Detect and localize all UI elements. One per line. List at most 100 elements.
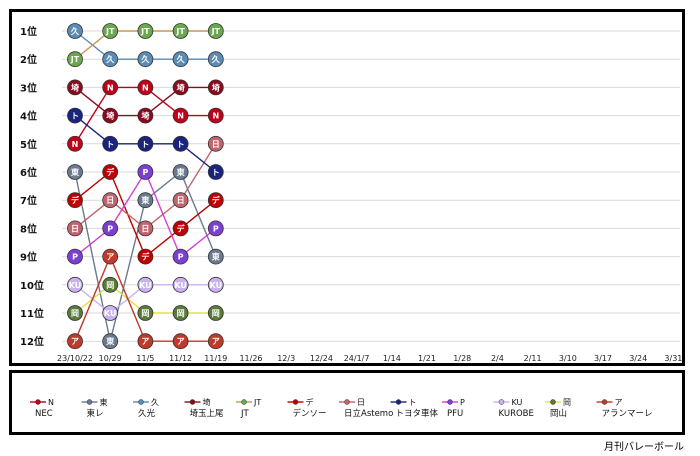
marker-label: KU [139, 281, 152, 290]
series-marker [172, 107, 189, 124]
series-marker [207, 79, 224, 96]
legend-name: デンソー [293, 408, 327, 419]
rank-label: 5位 [20, 138, 37, 151]
marker-label: 東 [212, 252, 220, 262]
series-marker [207, 23, 224, 39]
series-marker [67, 135, 83, 152]
legend-name: 埼玉上尾 [190, 408, 225, 419]
marker-label: 東 [71, 167, 79, 177]
date-label: 3/31 [664, 354, 682, 363]
rank-label: 2位 [20, 53, 37, 66]
marker-label: 久 [140, 54, 150, 64]
marker-label: ア [177, 337, 185, 346]
marker-label: 岡 [106, 281, 114, 290]
marker-label: JT [211, 27, 221, 36]
marker-label: 日 [177, 196, 185, 205]
series-marker [172, 305, 189, 321]
date-label: 10/29 [99, 354, 122, 363]
date-label: 2/11 [524, 354, 542, 363]
y-axis-labels: 1位 2位 3位 4位 5位 6位 7位 8位 9位 10位 11位 12位 [20, 25, 44, 348]
legend-marker [292, 399, 299, 405]
series-marker [102, 192, 119, 209]
date-label: 11/12 [169, 354, 192, 363]
series-marker [172, 79, 189, 96]
series-marker [137, 79, 154, 96]
rank-label: 7位 [20, 194, 37, 207]
series-marker [137, 305, 154, 321]
legend-marker [498, 399, 505, 405]
legend-name: JT [240, 409, 250, 419]
marker-label: JT [70, 55, 80, 64]
marker-label: ト [106, 140, 114, 149]
date-label: 3/24 [629, 354, 647, 363]
legend-name: トヨタ車体 [396, 408, 439, 419]
legend-code: N [48, 398, 54, 407]
marker-label: デ [141, 252, 150, 262]
legend-marker [601, 399, 608, 405]
series-marker [207, 135, 224, 152]
series-lines [74, 30, 217, 342]
marker-label: 岡 [177, 309, 185, 318]
marker-label: ト [71, 112, 79, 121]
legend-name: PFU [447, 409, 463, 419]
series-marker [207, 220, 224, 237]
marker-label: 日 [71, 224, 79, 233]
date-label: 11/5 [136, 354, 154, 363]
rank-label: 4位 [20, 110, 37, 123]
marker-label: JT [105, 27, 115, 36]
marker-label: ア [212, 337, 220, 346]
marker-label: P [72, 253, 78, 262]
series-marker [207, 276, 224, 293]
legend-code: 東 [100, 397, 108, 407]
marker-label: デ [177, 223, 186, 233]
date-label: 12/3 [277, 354, 295, 363]
date-label: 11/19 [204, 354, 227, 363]
marker-label: 埼 [212, 82, 220, 92]
series-marker [67, 164, 83, 180]
series-marker [207, 305, 224, 321]
series-marker [67, 107, 83, 124]
legend-code: JT [253, 398, 261, 407]
series-line [74, 170, 217, 258]
series-marker [172, 333, 189, 350]
rank-label: 9位 [20, 251, 37, 264]
legend-name: 東レ [87, 408, 104, 419]
series-marker [172, 276, 189, 293]
legend-code: 久 [151, 397, 159, 407]
x-axis-labels: 23/10/22 10/29 11/5 11/12 11/19 11/26 12/3 12/2… [57, 354, 682, 363]
legend-name: 岡山 [550, 408, 567, 419]
marker-label: N [72, 140, 79, 149]
marker-label: 久 [211, 54, 221, 64]
marker-label: KU [174, 281, 187, 290]
marker-label: KU [69, 281, 82, 290]
series-marker [67, 220, 83, 237]
marker-label: 久 [105, 54, 115, 64]
marker-label: 東 [177, 167, 185, 177]
marker-label: 日 [212, 140, 220, 149]
series-marker [67, 276, 83, 293]
legend-name: NEC [35, 409, 53, 419]
marker-label: ア [106, 253, 114, 262]
series-marker [207, 164, 224, 180]
series-marker [172, 51, 189, 68]
date-label: 12/24 [310, 354, 333, 363]
rank-label: 3位 [20, 81, 37, 94]
marker-label: N [107, 83, 114, 92]
marker-label: 日 [141, 224, 149, 233]
series-marker [172, 220, 189, 237]
date-label: 1/14 [383, 354, 401, 363]
source-credit: 月刊バレーボール [604, 442, 684, 453]
rank-label: 10位 [20, 279, 44, 292]
series-marker [67, 333, 83, 350]
series-marker [102, 276, 119, 293]
legend-marker [550, 399, 556, 405]
date-label: 3/10 [559, 354, 577, 363]
series-marker [137, 220, 154, 237]
marker-label: 岡 [212, 309, 220, 318]
date-label: 23/10/22 [57, 354, 93, 363]
series-marker [207, 192, 224, 209]
grid-layer [62, 30, 680, 342]
series-marker [207, 333, 224, 350]
series-marker [172, 135, 189, 152]
